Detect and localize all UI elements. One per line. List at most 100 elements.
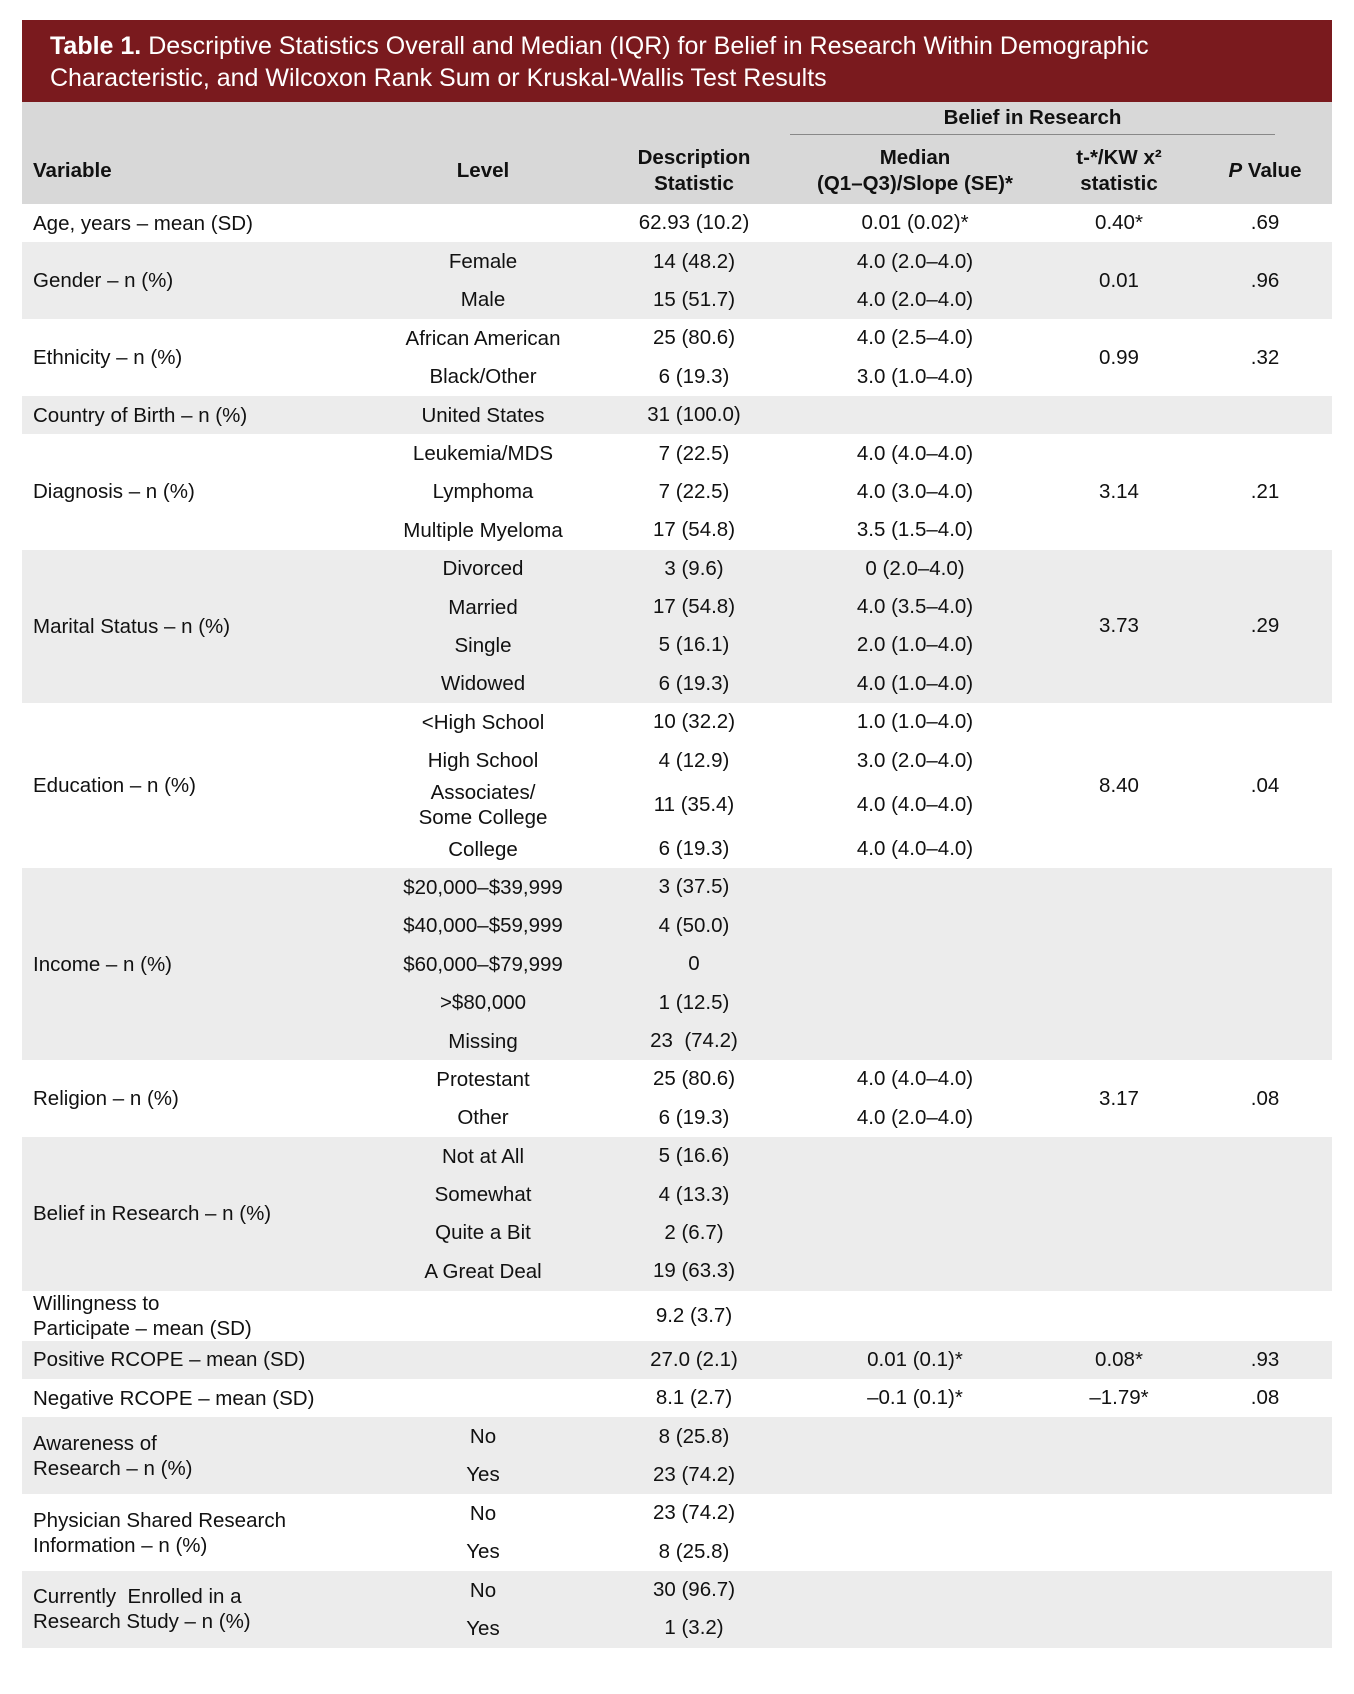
median-cell bbox=[790, 1417, 1040, 1456]
p-value-cell: .32 bbox=[1250, 345, 1280, 369]
statistic-cell: 23 (74.2) bbox=[598, 1455, 790, 1495]
test-cell bbox=[1040, 395, 1198, 435]
statistic-cell: 25 (80.6) bbox=[652, 326, 736, 350]
statistic-cell: 17 (54.8) bbox=[598, 587, 790, 627]
level-cell: Widowed bbox=[368, 664, 598, 704]
table-row: Yes 1 (3.2) bbox=[22, 1609, 1332, 1648]
cell-line: Information – n (%) bbox=[33, 1533, 208, 1557]
statistic-cell: 1 (12.5) bbox=[598, 983, 790, 1022]
table-row: Black/Other 6 (19.3) 3.0 (1.0–4.0) bbox=[22, 358, 1332, 396]
test-cell: 3.14 bbox=[1099, 479, 1139, 503]
cell-line: Diagnosis – n (%) bbox=[33, 480, 195, 504]
test-cell bbox=[1040, 868, 1198, 1061]
variable-cell: Awareness of Research – n (%) bbox=[22, 1417, 368, 1495]
level-cell: Associates/Some College bbox=[368, 780, 598, 830]
table-row: Associates/Some College 11 (35.4) 4.0 (4.0… bbox=[22, 780, 1332, 830]
cell-line: Single bbox=[454, 633, 512, 657]
statistic-cell: 3 (37.5) bbox=[598, 868, 790, 907]
table-row: Lymphoma 7 (22.5) 4.0 (3.0–4.0) bbox=[22, 473, 1332, 511]
cell-line: Female bbox=[448, 250, 518, 274]
p-value-cell: .04 bbox=[1250, 773, 1280, 797]
variable-cell: Education – n (%) bbox=[22, 703, 368, 868]
cell-line: Missing bbox=[448, 1029, 518, 1053]
variable-cell: Marital Status – n (%) bbox=[22, 549, 368, 704]
median-cell: 4.0 (4.0–4.0) bbox=[856, 1067, 974, 1091]
table-row: Negative RCOPE – mean (SD) 8.1 (2.7) –0.1 … bbox=[22, 1379, 1332, 1417]
cell-line: >$80,000 bbox=[439, 991, 527, 1015]
cell-line: Religion – n (%) bbox=[33, 1087, 179, 1111]
level-cell: College bbox=[368, 830, 598, 868]
test-cell: –1.79* bbox=[1089, 1386, 1149, 1410]
level-cell: Leukemia/MDS bbox=[368, 434, 598, 472]
level-cell: Lymphoma bbox=[368, 473, 598, 511]
test-cell: 0.99 bbox=[1099, 345, 1139, 369]
cell-line: Currently Enrolled in a bbox=[33, 1585, 242, 1609]
test-cell bbox=[1040, 1291, 1198, 1341]
table-row: $40,000–$59,999 4 (50.0) bbox=[22, 906, 1332, 946]
p-value-cell bbox=[1198, 1494, 1332, 1571]
statistic-cell: 5 (16.6) bbox=[598, 1136, 790, 1176]
p-value-cell bbox=[1198, 1291, 1332, 1341]
p-value-cell bbox=[1198, 1136, 1333, 1291]
median-cell bbox=[790, 1291, 1040, 1341]
cell-line: Multiple Myeloma bbox=[403, 518, 563, 542]
cell-line: College bbox=[448, 837, 518, 861]
level-cell: Missing bbox=[368, 1021, 598, 1061]
statistic-cell: 14 (48.2) bbox=[598, 242, 790, 281]
level-cell: A Great Deal bbox=[368, 1252, 598, 1291]
median-cell: 4.0 (1.0–4.0) bbox=[790, 664, 1040, 704]
variable-cell: Religion – n (%) bbox=[22, 1060, 368, 1137]
table-row: Yes 23 (74.2) bbox=[22, 1455, 1332, 1495]
level-cell: Yes bbox=[368, 1455, 598, 1495]
level-cell: High School bbox=[368, 741, 598, 779]
statistic-cell: 9.2 (3.7) bbox=[655, 1303, 733, 1327]
statistic-cell: 6 (19.3) bbox=[598, 664, 790, 704]
statistic-cell: 4 (50.0) bbox=[598, 906, 790, 946]
cell-line: Marital Status – n (%) bbox=[33, 614, 231, 638]
table-row: Physician Shared Research Information – n… bbox=[22, 1494, 1332, 1556]
p-value-cell: .08 bbox=[1250, 1386, 1280, 1410]
variable-cell: Country of Birth – n (%) bbox=[22, 395, 368, 435]
table-head: Belief in Research Variable Level Descri… bbox=[22, 102, 1333, 204]
variable-cell: Physician Shared Research Information – n… bbox=[22, 1494, 368, 1571]
table-row: Male 15 (51.7) 4.0 (2.0–4.0) bbox=[22, 280, 1332, 320]
table-row: Willingness to Participate – mean (SD) 9.2… bbox=[22, 1291, 1332, 1341]
table-row: Missing 23 (74.2) bbox=[22, 1021, 1332, 1061]
median-cell bbox=[790, 1213, 1040, 1253]
median-cell bbox=[790, 1533, 1040, 1571]
level-cell: African American bbox=[368, 319, 598, 357]
statistic-cell: 4 (12.9) bbox=[658, 748, 730, 772]
statistic-cell: 6 (19.3) bbox=[658, 364, 730, 388]
table-figure: Table 1. Descriptive Statistics Overall … bbox=[22, 20, 1333, 1648]
level-cell: Not at All bbox=[368, 1136, 598, 1176]
median-cell: 2.0 (1.0–4.0) bbox=[790, 626, 1040, 665]
test-cell: 8.40 bbox=[1099, 773, 1139, 797]
statistic-cell: 8 (25.8) bbox=[658, 1539, 730, 1563]
level-cell: Quite a Bit bbox=[368, 1213, 598, 1253]
p-value-cell bbox=[1198, 1570, 1333, 1648]
variable-cell: Belief in Research – n (%) bbox=[22, 1136, 368, 1291]
statistic-cell: 0 bbox=[598, 945, 790, 984]
table-row: $60,000–$79,999 0 bbox=[22, 945, 1332, 984]
cell-line: Belief in Research – n (%) bbox=[33, 1202, 272, 1226]
table-row: Other 6 (19.3) 4.0 (2.0–4.0) bbox=[22, 1099, 1332, 1137]
table-row: Country of Birth – n (%) United States 31 … bbox=[22, 395, 1333, 435]
table-row: >$80,000 1 (12.5) bbox=[22, 983, 1332, 1022]
level-cell: $60,000–$79,999 bbox=[368, 945, 598, 984]
level-cell: Other bbox=[368, 1099, 598, 1137]
table-row: Education – n (%) <High School 10 (32.2) 1.… bbox=[22, 703, 1332, 797]
table-row: Married 17 (54.8) 4.0 (3.5–4.0) bbox=[22, 587, 1332, 627]
test-cell: 0.01 bbox=[1040, 242, 1198, 320]
level-cell: Yes bbox=[368, 1609, 598, 1648]
test-cell: 3.17 bbox=[1099, 1086, 1139, 1110]
cell-line: $60,000–$79,999 bbox=[403, 952, 563, 976]
table-row: Gender – n (%) Female 14 (48.2) 4.0 (2.0–4.… bbox=[22, 242, 1333, 320]
median-cell: 4.0 (2.5–4.0) bbox=[856, 326, 974, 350]
median-cell: 4.0 (3.5–4.0) bbox=[790, 587, 1040, 627]
level-cell: Yes bbox=[368, 1533, 598, 1571]
variable-cell: Positive RCOPE – mean (SD) bbox=[22, 1340, 368, 1379]
cell-line: Negative RCOPE – mean (SD) bbox=[33, 1386, 315, 1410]
cell-line: Yes bbox=[466, 1616, 500, 1640]
cell-line: Not at All bbox=[441, 1144, 525, 1168]
table-row: Diagnosis – n (%) Leukemia/MDS 7 (22.5) 4.0… bbox=[22, 434, 1332, 504]
